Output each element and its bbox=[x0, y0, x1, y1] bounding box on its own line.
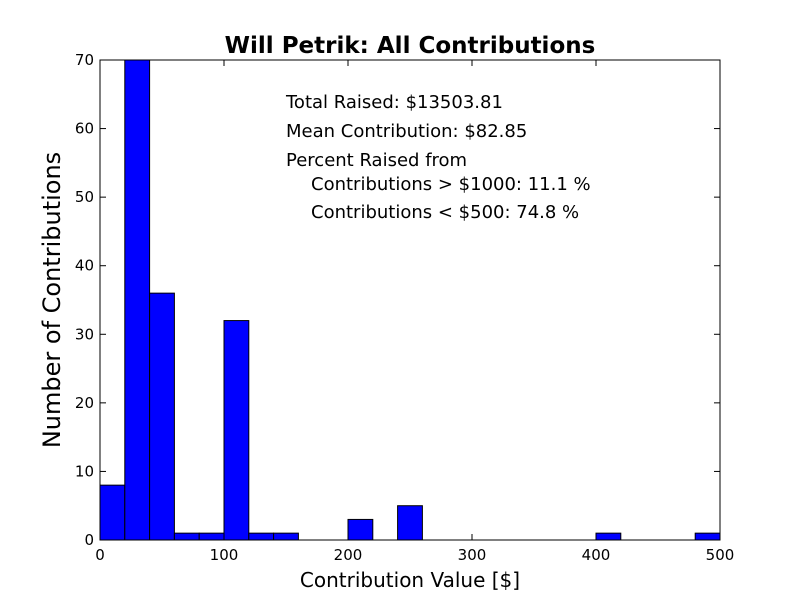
histogram-bar bbox=[223, 320, 250, 541]
plot-frame bbox=[99, 59, 721, 541]
bars-group bbox=[99, 59, 721, 541]
x-axis-ticks: 0 100 200 300 400 500 bbox=[95, 60, 734, 564]
stats-annotation: Total Raised: $13503.81 Mean Contributio… bbox=[285, 92, 591, 223]
x-tick-label: 500 bbox=[706, 546, 735, 564]
y-tick-label: 60 bbox=[75, 120, 94, 138]
histogram-bar bbox=[149, 292, 175, 541]
y-tick-label: 0 bbox=[84, 531, 94, 549]
y-axis-ticks: 0 10 20 30 40 50 60 70 bbox=[75, 51, 720, 549]
annotation-mean-contribution: Mean Contribution: $82.85 bbox=[286, 121, 527, 142]
x-tick-label: 400 bbox=[582, 546, 611, 564]
annotation-total-raised: Total Raised: $13503.81 bbox=[285, 92, 503, 113]
x-tick-label: 100 bbox=[210, 546, 239, 564]
x-axis-label: Contribution Value [$] bbox=[300, 568, 520, 592]
histogram-bar bbox=[124, 59, 151, 541]
chart-title: Will Petrik: All Contributions bbox=[225, 33, 596, 59]
y-tick-label: 20 bbox=[75, 394, 94, 412]
y-tick-label: 70 bbox=[75, 51, 94, 69]
histogram-bar bbox=[248, 532, 275, 541]
histogram-bar bbox=[273, 532, 299, 541]
histogram-bar bbox=[595, 532, 622, 541]
histogram-bar bbox=[173, 532, 200, 541]
y-tick-label: 40 bbox=[75, 257, 94, 275]
x-tick-label: 0 bbox=[95, 546, 105, 564]
y-tick-label: 30 bbox=[75, 325, 94, 343]
histogram-bar bbox=[397, 505, 423, 541]
x-tick-label: 300 bbox=[458, 546, 487, 564]
annotation-percent-header: Percent Raised from bbox=[286, 150, 467, 171]
histogram-bar bbox=[694, 532, 721, 541]
y-tick-label: 50 bbox=[75, 188, 94, 206]
x-tick-label: 200 bbox=[334, 546, 363, 564]
annotation-over-1000: Contributions > $1000: 11.1 % bbox=[311, 174, 591, 195]
histogram-bar bbox=[198, 532, 225, 541]
y-axis-label: Number of Contributions bbox=[38, 152, 66, 448]
histogram-bar bbox=[99, 484, 126, 541]
y-tick-label: 10 bbox=[75, 462, 94, 480]
annotation-under-500: Contributions < $500: 74.8 % bbox=[311, 202, 579, 223]
histogram-bar bbox=[347, 518, 374, 541]
